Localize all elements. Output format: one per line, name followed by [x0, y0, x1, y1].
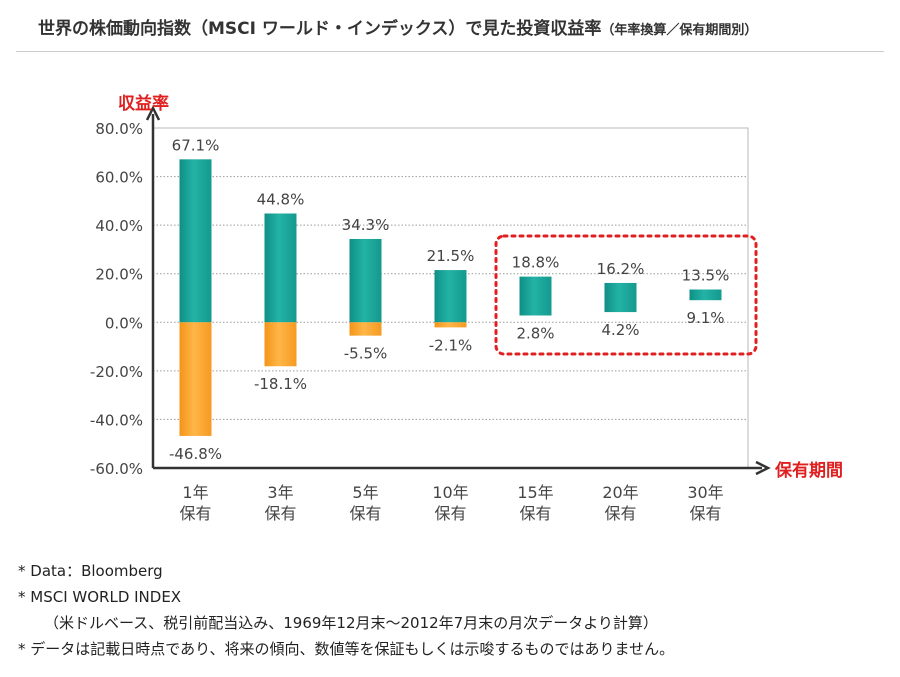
footnote-source: * Data：Bloomberg [18, 562, 163, 580]
plot-area: 80.0% 60.0% 40.0% 20.0% 0.0% -20.0% -40.0% -60.… [90, 105, 771, 523]
y-tick-label: 0.0% [105, 314, 143, 332]
y-tick-label: 80.0% [95, 120, 143, 138]
x-category-label: 10年 [432, 483, 468, 502]
min-value-label: -18.1% [254, 375, 307, 393]
footnote-disclaimer: * データは記載日時点であり、将来の傾向、数値等を保証もしくは示唆するものではあ… [18, 640, 675, 658]
x-category-label: 15年 [517, 483, 553, 502]
chart-title-text: 世界の株価動向指数（MSCI ワールド・インデックス）で見た投資収益率 [38, 19, 602, 39]
bar-positive [689, 289, 722, 301]
x-category-label: 20年 [602, 483, 638, 502]
x-category-label-sub: 保有 [349, 504, 381, 523]
y-tick-label: -20.0% [90, 363, 143, 381]
max-value-label: 21.5% [427, 247, 475, 265]
title-divider [16, 51, 884, 52]
bar-negative [179, 322, 212, 436]
bar-positive [434, 270, 467, 323]
footnotes: * Data：Bloomberg * MSCI WORLD INDEX （米ドル… [18, 558, 674, 662]
bar-negative [434, 322, 467, 328]
chart-title: 世界の株価動向指数（MSCI ワールド・インデックス）で見た投資収益率（年率換算… [38, 14, 888, 39]
range-bar-chart: 80.0% 60.0% 40.0% 20.0% 0.0% -20.0% -40.0% -60.… [90, 93, 843, 523]
x-category-label-sub: 保有 [689, 504, 721, 523]
chart-subtitle: （年率換算／保有期間別） [601, 23, 758, 38]
x-category-label: 30年 [687, 483, 723, 502]
x-category-label: 1年 [182, 483, 208, 502]
bar-positive [519, 276, 552, 316]
x-category-label: 5年 [352, 483, 378, 502]
max-value-label: 34.3% [342, 216, 390, 234]
bar-positive [264, 213, 297, 323]
max-value-label: 44.8% [257, 190, 305, 208]
min-value-label: -5.5% [344, 345, 388, 363]
footnote-index: * MSCI WORLD INDEX [18, 588, 182, 606]
x-category-label-sub: 保有 [264, 504, 296, 523]
max-value-label: 18.8% [512, 254, 560, 272]
min-value-label: 9.1% [686, 309, 724, 327]
highlight-box [494, 234, 758, 356]
min-value-label: -46.8% [169, 445, 222, 463]
footnote-method: （米ドルベース、税引前配当込み、1969年12月末～2012年7月末の月次データ… [44, 614, 658, 632]
y-tick-label: 20.0% [95, 266, 143, 284]
y-axis-title: 収益率 [118, 93, 169, 114]
x-category-label-sub: 保有 [519, 504, 551, 523]
x-category-label-sub: 保有 [179, 504, 211, 523]
x-category-label-sub: 保有 [604, 504, 636, 523]
min-value-label: 2.8% [516, 324, 554, 342]
y-tick-label: 40.0% [95, 217, 143, 235]
bar-negative [264, 322, 297, 367]
x-axis-title: 保有期間 [774, 460, 843, 481]
max-value-label: 16.2% [597, 260, 645, 278]
max-value-label: 13.5% [682, 267, 730, 285]
y-axis-arrow [145, 105, 161, 121]
min-value-label: -2.1% [429, 336, 473, 354]
bar-positive [179, 159, 212, 323]
y-tick-label: -40.0% [90, 411, 143, 429]
y-tick-label: 60.0% [95, 169, 143, 187]
min-value-label: 4.2% [601, 321, 639, 339]
bar-positive [349, 238, 382, 323]
max-value-label: 67.1% [172, 136, 220, 154]
bar-negative [349, 322, 382, 336]
bar-positive [604, 282, 637, 313]
x-category-label-sub: 保有 [434, 504, 466, 523]
x-category-label: 3年 [267, 483, 293, 502]
x-axis-arrow [755, 460, 771, 476]
y-tick-label: -60.0% [90, 460, 143, 478]
